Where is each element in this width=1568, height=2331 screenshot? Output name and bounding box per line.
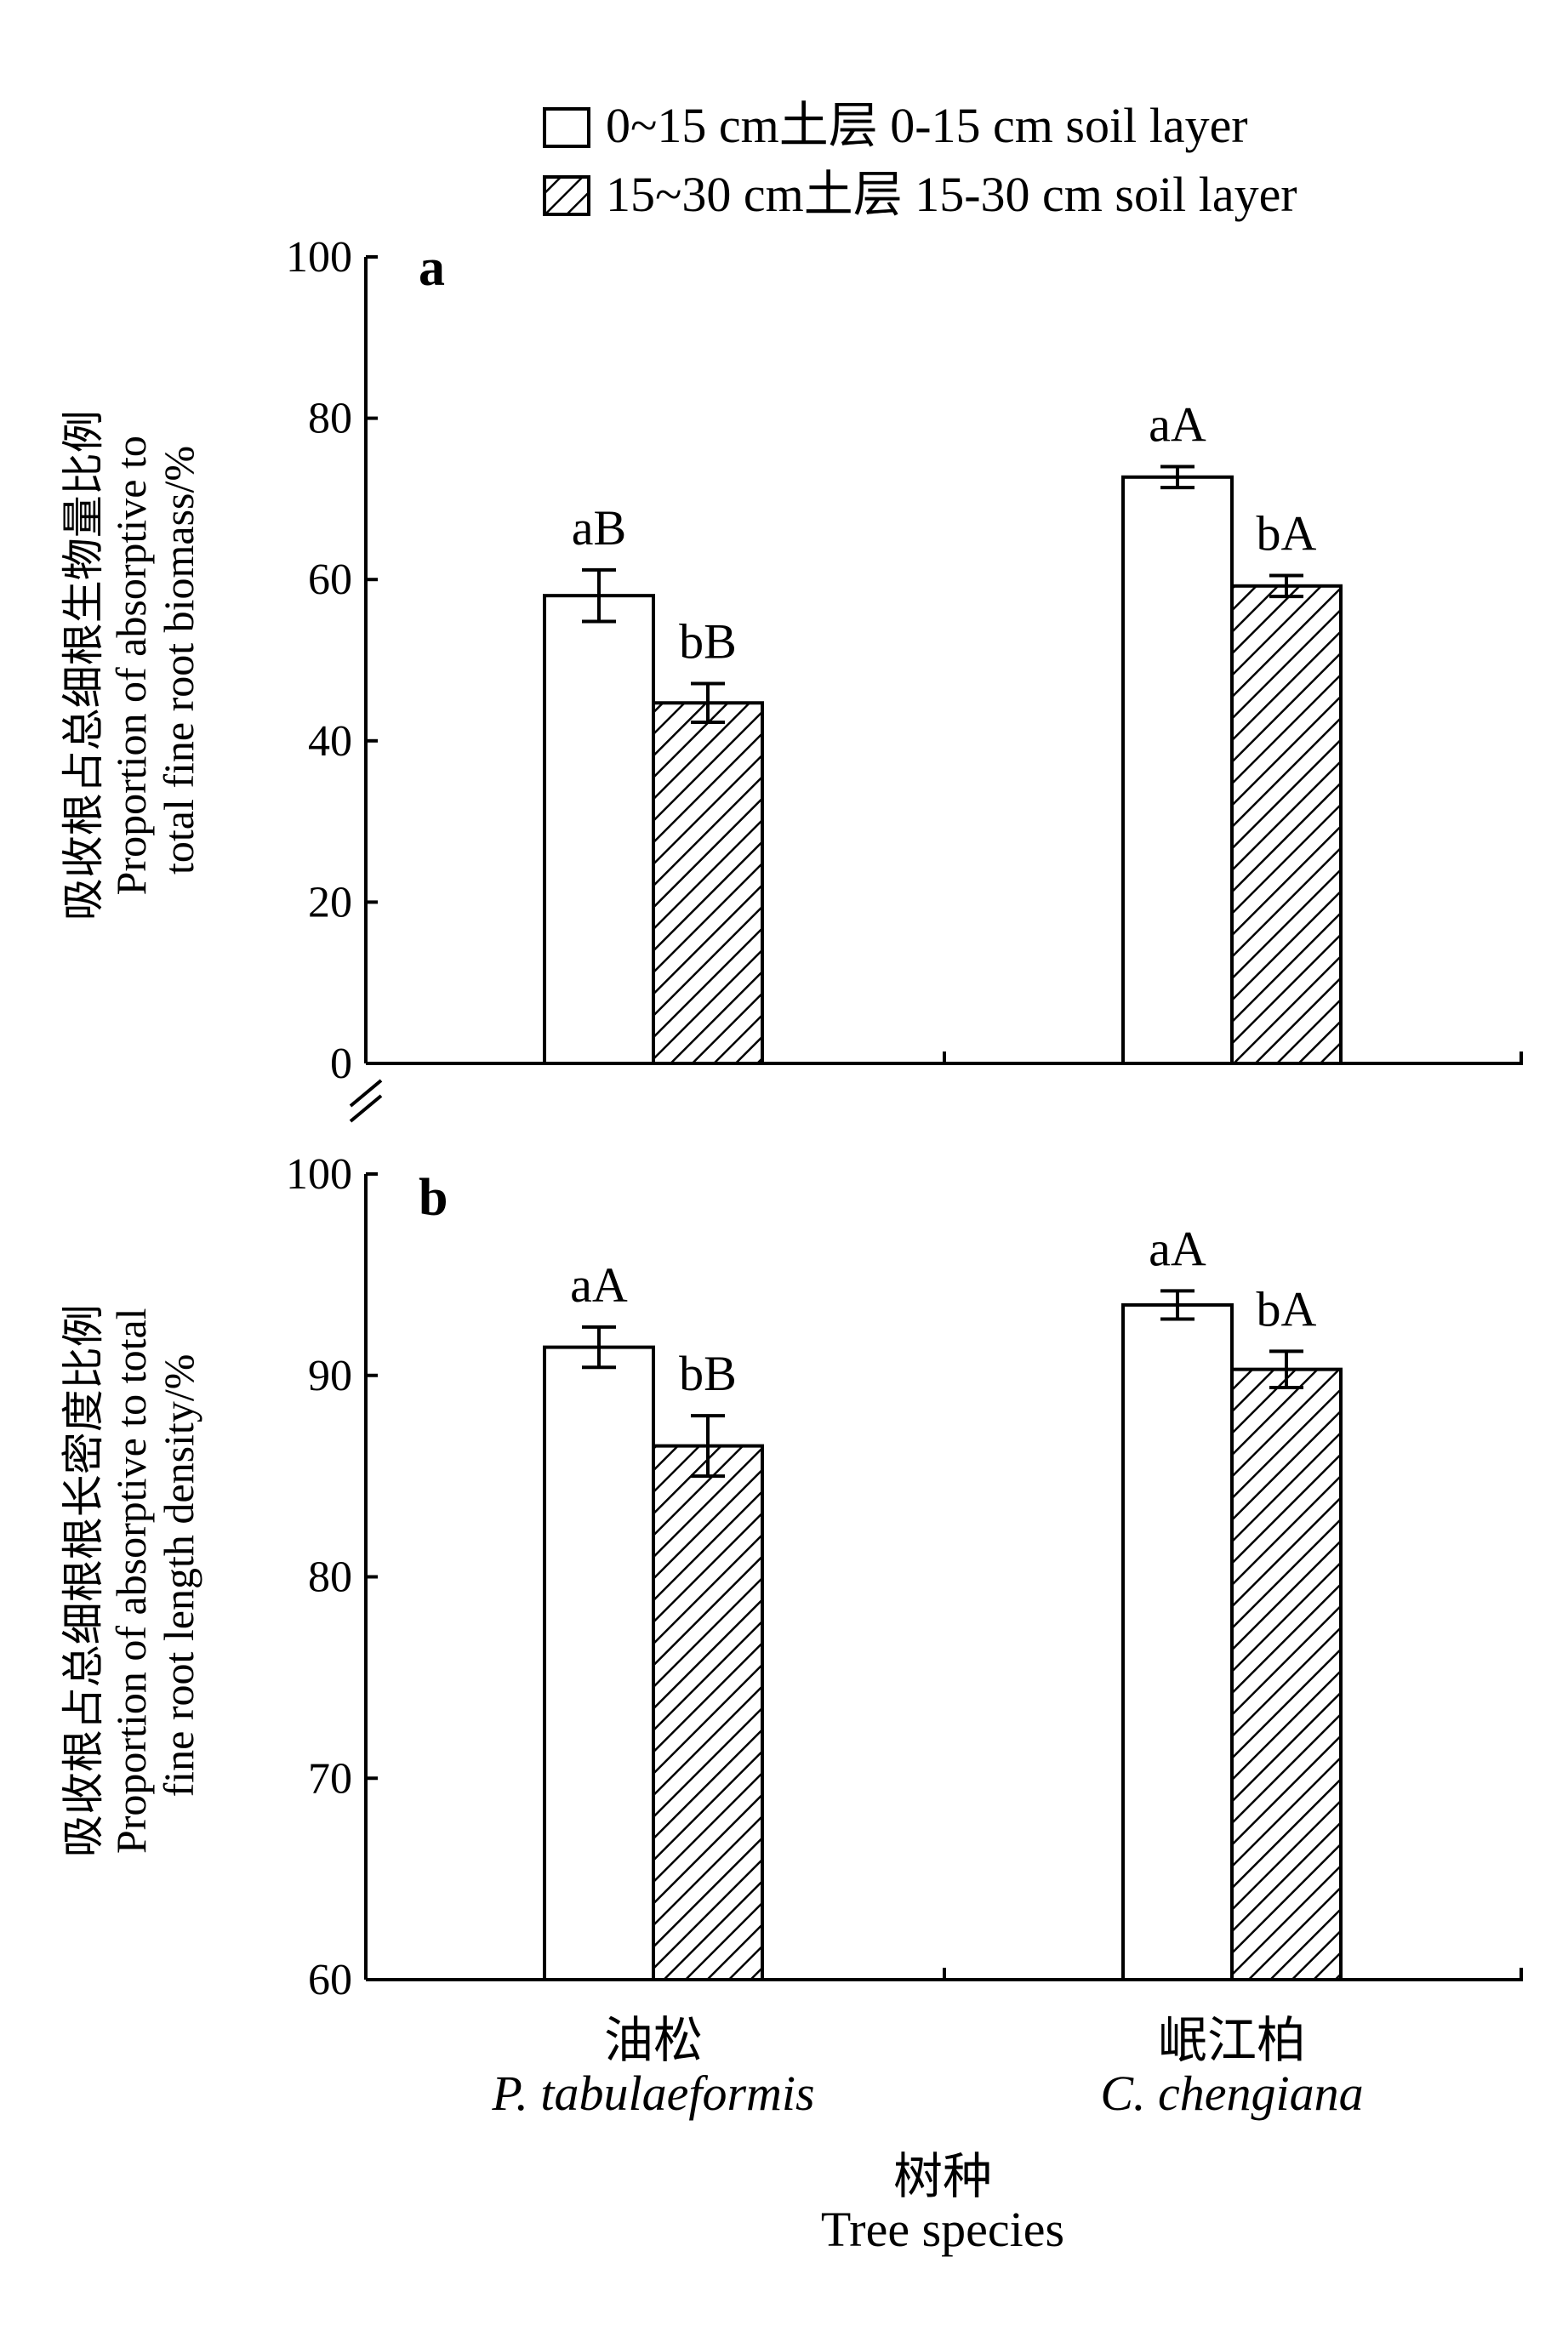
y-tick-label-a-5: 100 <box>286 233 352 282</box>
error-bar-b-s1-c1 <box>1269 1349 1303 1389</box>
x-axis-title-zh: 树种 <box>893 2149 992 2204</box>
y-tick-label-b-0: 60 <box>308 1956 352 2004</box>
y-axis-label-a: 吸收根占总细根生物量比例 Proportion of absorptive to… <box>60 400 202 921</box>
y-tick-label-a-4: 80 <box>308 395 352 443</box>
category-label-zh-1: 岷江柏 <box>1158 2013 1306 2068</box>
significance-label-b-s1-c1: bA <box>1257 1281 1317 1336</box>
bar-b-s1-c0 <box>652 1444 764 1982</box>
panel-label-a: a <box>419 239 445 297</box>
bar-a-s1-c1 <box>1230 584 1343 1065</box>
panel-b: b 60 70 80 90 100 aA aA bB bA 吸收根占总细根根长密度比例 Pro… <box>60 1150 1523 2004</box>
significance-label-a-s0-c0: aB <box>572 500 626 556</box>
y-axis-label-b: 吸收根占总细根根长密度比例 Proportion of absorptive t… <box>60 1294 202 1858</box>
bar-a-s0-c1 <box>1121 475 1234 1065</box>
bars-b: aA aA bB bA <box>543 1221 1343 1982</box>
category-label-en-0: P. tabulaeformis <box>491 2066 814 2121</box>
y-tick-label-a-3: 60 <box>308 556 352 604</box>
bars-a: aB aA bB bA <box>543 396 1343 1066</box>
significance-label-a-s0-c1: aA <box>1149 396 1206 452</box>
legend: 0~15 cm土层 0-15 cm soil layer 15~30 cm土层 … <box>543 98 1297 222</box>
y-tick-label-b-1: 70 <box>308 1754 352 1803</box>
y-tick-label-a-2: 40 <box>308 717 352 766</box>
error-bar-a-s1-c0 <box>691 681 725 724</box>
error-bar-b-s0-c0 <box>582 1325 616 1370</box>
y-tick-label-b-3: 90 <box>308 1352 352 1400</box>
legend-swatch-open <box>543 107 590 148</box>
category-label-en-1: C. chengiana <box>1100 2066 1363 2121</box>
significance-label-b-s0-c0: aA <box>570 1257 628 1313</box>
legend-label-0-15: 0~15 cm土层 0-15 cm soil layer <box>606 98 1248 153</box>
significance-label-a-s1-c1: bA <box>1257 505 1317 561</box>
bar-a-s1-c0 <box>652 701 764 1066</box>
error-bar-a-s1-c1 <box>1269 573 1303 599</box>
legend-swatch-hatched <box>543 175 590 216</box>
error-bar-b-s0-c1 <box>1160 1289 1195 1321</box>
bar-b-s0-c0 <box>543 1345 655 1981</box>
bar-b-s1-c1 <box>1230 1367 1343 1981</box>
error-bar-a-s0-c1 <box>1160 464 1195 490</box>
y-axis-ticks-a: 0 20 40 60 80 100 <box>286 233 378 1088</box>
x-axis-title-en: Tree species <box>821 2202 1064 2257</box>
panel-label-b: b <box>419 1169 448 1227</box>
y-tick-label-a-1: 20 <box>308 878 352 926</box>
category-label-zh-0: 油松 <box>604 2013 703 2068</box>
y-tick-label-b-2: 80 <box>308 1553 352 1602</box>
error-bar-a-s0-c0 <box>582 567 616 624</box>
error-bar-b-s1-c0 <box>691 1414 725 1479</box>
legend-label-15-30: 15~30 cm土层 15-30 cm soil layer <box>606 167 1297 222</box>
x-category-labels: 油松 P. tabulaeformis 岷江柏 C. chengiana <box>491 2013 1363 2121</box>
significance-label-a-s1-c0: bB <box>679 613 737 669</box>
y-tick-label-a-0: 0 <box>330 1040 352 1088</box>
bar-b-s0-c1 <box>1121 1302 1234 1981</box>
axis-break <box>349 1079 383 1123</box>
panel-a: a 0 20 40 60 80 100 aB aA bB bA 吸收根占总细根生物量比例 Pro… <box>60 233 1523 1088</box>
significance-label-b-s0-c1: aA <box>1149 1221 1206 1276</box>
y-axis-ticks-b: 60 70 80 90 100 <box>286 1150 378 2004</box>
bar-a-s0-c0 <box>543 594 655 1065</box>
y-tick-label-b-4: 100 <box>286 1150 352 1199</box>
significance-label-b-s1-c0: bB <box>679 1346 737 1401</box>
